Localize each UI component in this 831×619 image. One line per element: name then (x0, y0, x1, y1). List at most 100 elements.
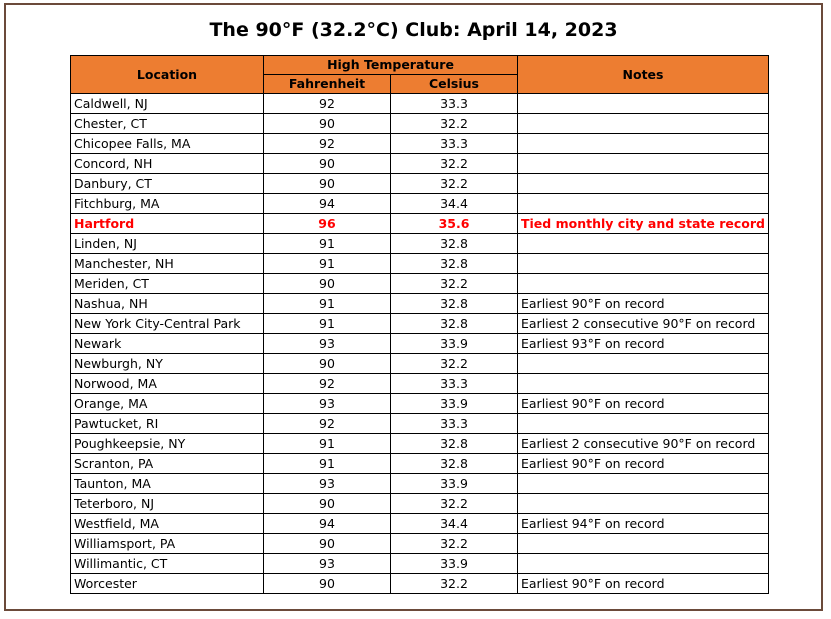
table-row: Willimantic, CT 93 33.9 (70, 553, 769, 574)
location-cell: Scranton, PA (70, 453, 264, 474)
fahrenheit-cell: 92 (263, 413, 391, 434)
table-row: Concord, NH 90 32.2 (70, 153, 769, 174)
location-cell: Taunton, MA (70, 473, 264, 494)
celsius-cell: 32.8 (390, 313, 518, 334)
notes-cell (517, 373, 769, 394)
celsius-cell: 33.9 (390, 393, 518, 414)
celsius-cell: 33.3 (390, 133, 518, 154)
fahrenheit-cell: 94 (263, 193, 391, 214)
table-row: Taunton, MA 93 33.9 (70, 473, 769, 494)
table-header: Location High Temperature Notes Fahrenhe… (70, 55, 769, 94)
header-high-temperature: High Temperature (263, 55, 518, 75)
location-cell: Teterboro, NJ (70, 493, 264, 514)
table-row: Poughkeepsie, NY 91 32.8 Earliest 2 consecu… (70, 433, 769, 454)
table-row: Meriden, CT 90 32.2 (70, 273, 769, 294)
table-row: Norwood, MA 92 33.3 (70, 373, 769, 394)
celsius-cell: 32.2 (390, 153, 518, 174)
celsius-cell: 33.9 (390, 473, 518, 494)
header-notes: Notes (517, 55, 769, 94)
notes-cell: Earliest 90°F on record (517, 393, 769, 414)
fahrenheit-cell: 91 (263, 293, 391, 314)
fahrenheit-cell: 91 (263, 313, 391, 334)
celsius-cell: 33.3 (390, 93, 518, 114)
notes-cell: Earliest 2 consecutive 90°F on record (517, 313, 769, 334)
table-row: Worcester 90 32.2 Earliest 90°F on record (70, 573, 769, 594)
celsius-cell: 32.8 (390, 253, 518, 274)
table-row: Pawtucket, RI 92 33.3 (70, 413, 769, 434)
table-frame: The 90°F (32.2°C) Club: April 14, 2023 L… (4, 3, 823, 611)
celsius-cell: 32.2 (390, 113, 518, 134)
celsius-cell: 33.3 (390, 413, 518, 434)
celsius-cell: 33.3 (390, 373, 518, 394)
location-cell: Williamsport, PA (70, 533, 264, 554)
celsius-cell: 32.2 (390, 533, 518, 554)
celsius-cell: 32.8 (390, 433, 518, 454)
celsius-cell: 32.2 (390, 353, 518, 374)
header-fahrenheit: Fahrenheit (263, 74, 391, 94)
location-cell: Fitchburg, MA (70, 193, 264, 214)
fahrenheit-cell: 90 (263, 573, 391, 594)
fahrenheit-cell: 90 (263, 533, 391, 554)
notes-cell (517, 133, 769, 154)
header-location: Location (70, 55, 264, 94)
fahrenheit-cell: 90 (263, 153, 391, 174)
fahrenheit-cell: 90 (263, 173, 391, 194)
location-cell: New York City-Central Park (70, 313, 264, 334)
notes-cell (517, 153, 769, 174)
location-cell: Danbury, CT (70, 173, 264, 194)
fahrenheit-cell: 90 (263, 353, 391, 374)
notes-cell: Earliest 2 consecutive 90°F on record (517, 433, 769, 454)
notes-cell (517, 493, 769, 514)
page-title: The 90°F (32.2°C) Club: April 14, 2023 (209, 19, 618, 41)
location-cell: Chicopee Falls, MA (70, 133, 264, 154)
notes-cell (517, 553, 769, 574)
location-cell: Poughkeepsie, NY (70, 433, 264, 454)
celsius-cell: 32.2 (390, 493, 518, 514)
notes-cell: Earliest 93°F on record (517, 333, 769, 354)
celsius-cell: 34.4 (390, 513, 518, 534)
fahrenheit-cell: 93 (263, 473, 391, 494)
header-celsius: Celsius (390, 74, 518, 94)
notes-cell (517, 173, 769, 194)
fahrenheit-cell: 91 (263, 453, 391, 474)
celsius-cell: 32.8 (390, 233, 518, 254)
location-cell: Pawtucket, RI (70, 413, 264, 434)
notes-cell (517, 193, 769, 214)
celsius-cell: 33.9 (390, 553, 518, 574)
fahrenheit-cell: 96 (263, 213, 391, 234)
notes-cell (517, 253, 769, 274)
notes-cell (517, 93, 769, 114)
table-row: Scranton, PA 91 32.8 Earliest 90°F on recor… (70, 453, 769, 474)
location-cell: Manchester, NH (70, 253, 264, 274)
notes-cell: Earliest 90°F on record (517, 293, 769, 314)
celsius-cell: 32.8 (390, 293, 518, 314)
table-row: Nashua, NH 91 32.8 Earliest 90°F on record (70, 293, 769, 314)
location-cell: Norwood, MA (70, 373, 264, 394)
notes-cell: Tied monthly city and state record (517, 213, 769, 234)
celsius-cell: 32.2 (390, 173, 518, 194)
location-cell: Willimantic, CT (70, 553, 264, 574)
location-cell: Caldwell, NJ (70, 93, 264, 114)
location-cell: Westfield, MA (70, 513, 264, 534)
fahrenheit-cell: 90 (263, 273, 391, 294)
table-body: Caldwell, NJ 92 33.3 Chester, CT 90 32.2 Chico… (70, 93, 769, 594)
table-row: Hartford 96 35.6 Tied monthly city and stat… (70, 213, 769, 234)
fahrenheit-cell: 94 (263, 513, 391, 534)
location-cell: Concord, NH (70, 153, 264, 174)
notes-cell (517, 113, 769, 134)
celsius-cell: 32.2 (390, 273, 518, 294)
notes-cell (517, 533, 769, 554)
fahrenheit-cell: 90 (263, 493, 391, 514)
fahrenheit-cell: 93 (263, 333, 391, 354)
table-row: Newburgh, NY 90 32.2 (70, 353, 769, 374)
fahrenheit-cell: 93 (263, 393, 391, 414)
location-cell: Linden, NJ (70, 233, 264, 254)
notes-cell (517, 273, 769, 294)
table-row: Teterboro, NJ 90 32.2 (70, 493, 769, 514)
table-row: Chester, CT 90 32.2 (70, 113, 769, 134)
temperature-table: Location High Temperature Notes Fahrenhe… (70, 55, 769, 594)
notes-cell: Earliest 94°F on record (517, 513, 769, 534)
table-row: Westfield, MA 94 34.4 Earliest 94°F on reco… (70, 513, 769, 534)
celsius-cell: 34.4 (390, 193, 518, 214)
location-cell: Chester, CT (70, 113, 264, 134)
